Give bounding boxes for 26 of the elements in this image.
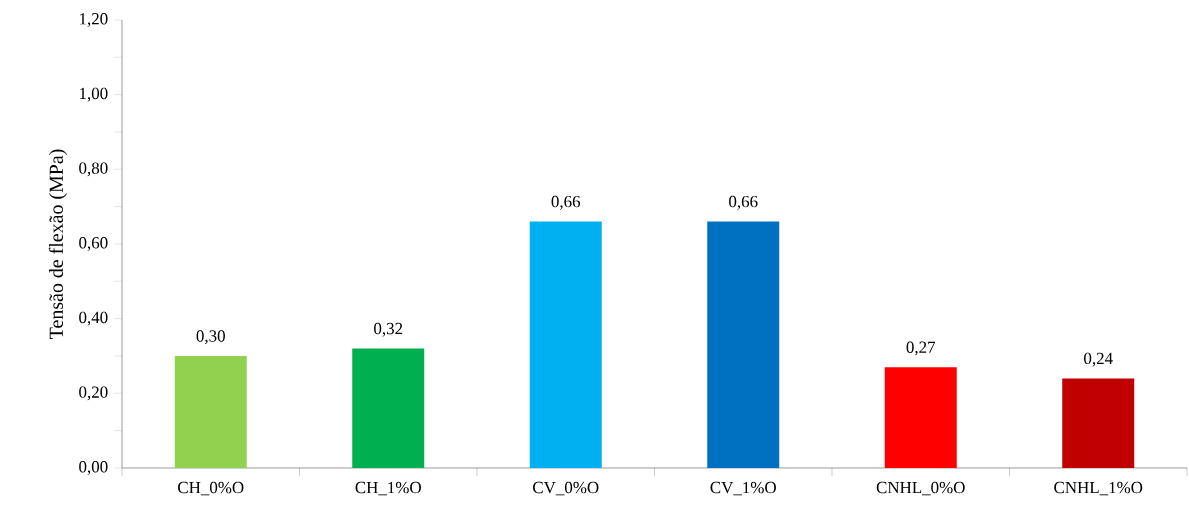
y-tick-label: 1,20 (80, 13, 108, 27)
data-label: 0,32 (374, 322, 403, 337)
x-tick-label: CNHL_1%O (1054, 481, 1143, 496)
y-tick-label: 0,40 (79, 311, 108, 326)
bar (174, 355, 247, 468)
bar (707, 221, 780, 468)
data-label: 0,66 (551, 195, 581, 210)
y-tick-label: 1,00 (80, 87, 108, 102)
x-tick-label: CV_0%O (533, 481, 599, 496)
y-tick-label: 0,00 (79, 461, 108, 475)
x-tick-label: CNHL_0%O (876, 481, 965, 496)
y-axis-title: Tensão de flexão (MPa) (48, 149, 68, 339)
data-label: 0,30 (196, 330, 225, 345)
bar (884, 367, 957, 468)
x-tick-label: CV_1%O (710, 481, 776, 496)
bar (1062, 378, 1135, 468)
y-tick-label: 0,80 (79, 162, 108, 177)
y-tick-label: 0,60 (79, 237, 108, 251)
bar (352, 348, 425, 468)
x-tick-label: CH_0%O (178, 481, 244, 496)
bar (529, 221, 602, 468)
data-label: 0,27 (906, 341, 936, 356)
data-label: 0,66 (729, 195, 758, 210)
y-tick-label: 0,20 (79, 386, 108, 401)
data-label: 0,24 (1084, 352, 1113, 367)
x-tick-label: CH_1%O (355, 481, 421, 496)
